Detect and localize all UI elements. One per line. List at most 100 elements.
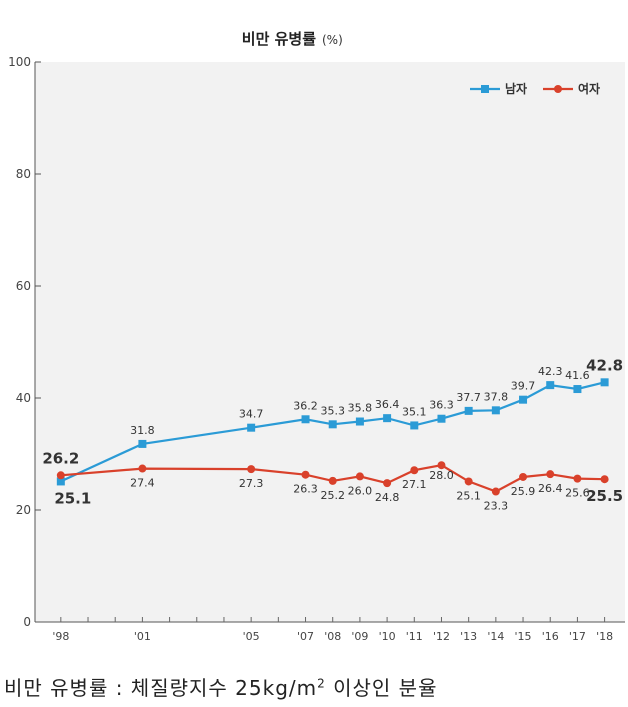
x-tick-label: '17 bbox=[569, 630, 586, 643]
footnote: 비만 유병률 : 체질량지수 25kg/m2 이상인 분율 bbox=[4, 672, 437, 701]
data-label-male: 36.4 bbox=[375, 398, 400, 411]
data-label-female: 27.4 bbox=[130, 477, 155, 490]
data-point bbox=[546, 470, 555, 479]
data-label-male: 31.8 bbox=[130, 424, 155, 437]
data-point bbox=[519, 472, 528, 481]
series-male bbox=[56, 378, 609, 486]
data-point bbox=[328, 420, 337, 429]
y-axis-ticks: 0 20 40 60 80 100 bbox=[8, 55, 41, 629]
legend-marker bbox=[554, 85, 562, 93]
data-point bbox=[491, 487, 500, 496]
data-label-female: 26.3 bbox=[293, 483, 318, 496]
data-label-male: 35.1 bbox=[402, 405, 427, 418]
data-point bbox=[464, 406, 473, 415]
y-tick-label: 80 bbox=[16, 167, 31, 181]
data-point bbox=[600, 378, 609, 387]
data-point bbox=[573, 385, 582, 394]
data-point bbox=[546, 381, 555, 390]
data-point bbox=[328, 476, 337, 485]
legend-item-female: 여자 bbox=[543, 81, 600, 96]
x-tick-label: '10 bbox=[379, 630, 396, 643]
x-tick-label: '14 bbox=[487, 630, 504, 643]
data-label-female: 28.0 bbox=[429, 469, 454, 482]
chart-title-unit: (%) bbox=[322, 33, 343, 47]
data-point bbox=[383, 479, 392, 488]
data-labels: 25.1 31.8 34.7 36.2 35.3 35.8 36.435.136.337.7… bbox=[42, 356, 623, 512]
legend-marker bbox=[481, 85, 489, 93]
x-axis-ticks: '98 '01 '05 '07 '08 '09 '10 '11 '12 '13 '14 '15 '16 '… bbox=[52, 617, 613, 643]
legend-label: 여자 bbox=[578, 81, 600, 96]
footnote-suffix: 이상인 분율 bbox=[325, 676, 438, 700]
x-tick-label: '98 bbox=[52, 630, 69, 643]
data-point bbox=[301, 470, 310, 479]
data-label-female: 24.8 bbox=[375, 491, 400, 504]
data-point bbox=[138, 464, 147, 473]
data-label-male: 35.3 bbox=[320, 404, 345, 417]
data-label-female: 25.6 bbox=[565, 487, 590, 500]
data-point bbox=[355, 417, 364, 426]
data-point bbox=[437, 461, 446, 470]
data-point bbox=[247, 465, 256, 474]
x-tick-label: '13 bbox=[460, 630, 477, 643]
data-label-male: 36.2 bbox=[293, 399, 318, 412]
data-label-male: 42.3 bbox=[538, 365, 563, 378]
footnote-text: 비만 유병률 : 체질량지수 25kg/m bbox=[4, 676, 318, 700]
x-tick-label: '16 bbox=[542, 630, 559, 643]
axes bbox=[34, 62, 625, 623]
data-point bbox=[355, 472, 364, 481]
data-label-female: 26.0 bbox=[348, 484, 373, 497]
x-tick-label: '08 bbox=[324, 630, 341, 643]
y-tick-label: 0 bbox=[23, 615, 31, 629]
data-point bbox=[56, 471, 65, 480]
data-label-female: 27.3 bbox=[239, 477, 264, 490]
data-label-male: 36.3 bbox=[429, 399, 454, 412]
x-tick-label: '05 bbox=[243, 630, 260, 643]
data-label-male: 39.7 bbox=[511, 380, 536, 393]
data-point bbox=[247, 423, 256, 432]
x-tick-label: '09 bbox=[351, 630, 368, 643]
data-label-female: 23.3 bbox=[484, 500, 509, 513]
y-tick-label: 20 bbox=[16, 503, 31, 517]
data-label-female: 27.1 bbox=[402, 478, 427, 491]
data-point bbox=[573, 474, 582, 483]
legend: 남자 여자 bbox=[470, 81, 600, 96]
data-label-female: 26.2 bbox=[42, 449, 79, 467]
data-label-male: 42.8 bbox=[586, 356, 623, 374]
data-point bbox=[437, 414, 446, 423]
x-tick-label: '01 bbox=[134, 630, 151, 643]
data-point bbox=[301, 415, 310, 424]
x-tick-label: '07 bbox=[297, 630, 314, 643]
data-label-male: 41.6 bbox=[565, 369, 590, 382]
data-label-female: 25.1 bbox=[456, 489, 481, 502]
chart-title: 비만 유병률 bbox=[242, 30, 316, 48]
data-point bbox=[56, 477, 65, 486]
data-label-female: 25.9 bbox=[511, 485, 536, 498]
data-point bbox=[383, 414, 392, 423]
data-label-male: 34.7 bbox=[239, 408, 264, 421]
data-point bbox=[464, 477, 473, 486]
x-tick-label: '11 bbox=[406, 630, 423, 643]
data-label-female: 26.4 bbox=[538, 482, 563, 495]
y-tick-label: 100 bbox=[8, 55, 31, 69]
x-tick-label: '15 bbox=[515, 630, 532, 643]
plot-background bbox=[35, 62, 625, 622]
data-point bbox=[410, 466, 419, 475]
data-label-male: 37.7 bbox=[456, 391, 481, 404]
data-label-male: 37.8 bbox=[484, 390, 509, 403]
data-point bbox=[410, 421, 419, 430]
footnote-superscript: 2 bbox=[317, 676, 326, 691]
x-tick-label: '18 bbox=[596, 630, 613, 643]
data-point bbox=[600, 475, 609, 484]
series-female bbox=[56, 461, 609, 496]
data-point bbox=[519, 395, 528, 404]
data-point bbox=[138, 439, 147, 448]
legend-item-male: 남자 bbox=[470, 81, 527, 96]
data-label-male: 25.1 bbox=[54, 489, 91, 507]
data-label-male: 35.8 bbox=[348, 402, 373, 415]
x-tick-label: '12 bbox=[433, 630, 450, 643]
series-layer bbox=[56, 378, 609, 496]
data-label-female: 25.2 bbox=[320, 489, 345, 502]
legend-label: 남자 bbox=[505, 81, 527, 96]
data-label-female: 25.5 bbox=[586, 487, 623, 505]
